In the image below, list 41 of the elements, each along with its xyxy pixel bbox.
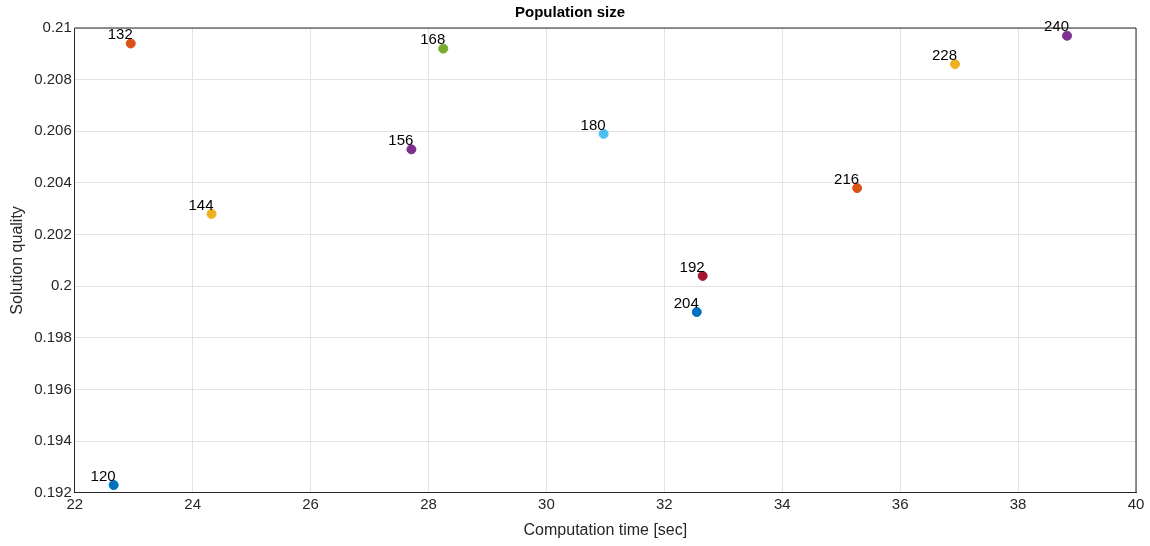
x-tick-label: 40 — [1127, 494, 1145, 512]
series-label: 228 — [931, 45, 957, 63]
point — [950, 59, 960, 70]
series-label: 168 — [420, 30, 446, 48]
x-tick-label: 28 — [420, 494, 437, 512]
point — [108, 480, 119, 491]
y-tick-label: 0.21 — [42, 18, 72, 36]
y-tick-label: 0.204 — [34, 173, 72, 191]
series-label: 216 — [834, 169, 860, 187]
series-label: 156 — [388, 131, 414, 149]
series-label: 180 — [580, 115, 606, 133]
series-label: 204 — [673, 293, 699, 311]
series-label: 240 — [1043, 17, 1070, 35]
point — [438, 43, 449, 54]
x-tick-label: 36 — [891, 494, 909, 512]
chart-title: Population size — [514, 3, 626, 21]
y-tick-label: 0.194 — [34, 431, 72, 449]
point — [1062, 30, 1073, 41]
x-axis-title: Computation time [sec] — [523, 520, 688, 538]
x-tick-label: 34 — [773, 494, 791, 512]
point — [691, 307, 702, 318]
y-tick-label: 0.208 — [34, 69, 72, 87]
y-tick-label: 0.202 — [34, 224, 72, 242]
y-axis-title: Solution quality — [8, 206, 26, 315]
x-tick-label: 32 — [655, 494, 673, 512]
series-label: 132 — [107, 25, 133, 43]
y-tick-label: 0.192 — [34, 482, 72, 500]
x-tick-label: 24 — [184, 494, 201, 512]
point — [125, 38, 136, 49]
x-tick-label: 30 — [538, 494, 555, 512]
series-label: 192 — [679, 257, 705, 275]
y-tick-label: 0.198 — [34, 328, 72, 346]
point — [852, 183, 863, 194]
x-tick-label: 38 — [1009, 494, 1027, 512]
x-tick-label: 26 — [302, 494, 319, 512]
y-tick-label: 0.206 — [34, 121, 72, 139]
y-tick-label: 0.2 — [50, 276, 72, 294]
point — [406, 144, 417, 155]
series-label: 120 — [90, 466, 116, 484]
series-label: 144 — [188, 195, 214, 213]
y-tick-label: 0.196 — [34, 379, 72, 397]
